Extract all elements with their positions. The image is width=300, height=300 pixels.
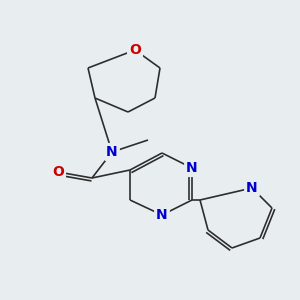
Text: O: O [129, 43, 141, 57]
Text: N: N [156, 208, 168, 222]
Text: N: N [106, 145, 118, 159]
Text: O: O [52, 165, 64, 179]
Text: N: N [186, 161, 198, 175]
Text: N: N [246, 181, 258, 195]
